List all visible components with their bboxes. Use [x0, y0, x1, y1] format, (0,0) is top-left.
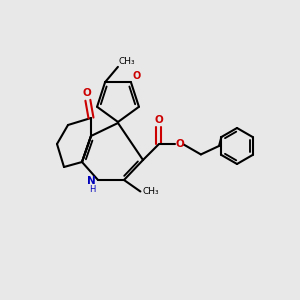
Text: O: O: [82, 88, 91, 98]
Text: O: O: [133, 71, 141, 81]
Text: CH₃: CH₃: [119, 57, 136, 66]
Text: N: N: [87, 176, 96, 186]
Text: O: O: [154, 116, 163, 125]
Text: H: H: [90, 184, 96, 194]
Text: CH₃: CH₃: [142, 187, 159, 196]
Text: O: O: [176, 140, 184, 149]
